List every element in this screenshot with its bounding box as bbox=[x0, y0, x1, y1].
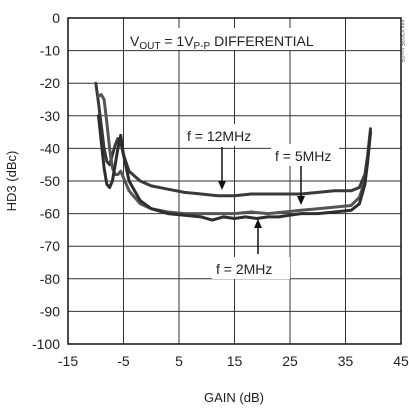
y-tick-label-8: -80 bbox=[40, 271, 60, 287]
condition-mid: = 1V bbox=[160, 33, 194, 49]
arrow-2mhz-icon bbox=[254, 219, 262, 228]
series-line-3 bbox=[97, 114, 372, 222]
y-tick-label-5: -50 bbox=[40, 173, 60, 189]
label-5mhz-group: f = 5MHz bbox=[271, 144, 339, 205]
x-tick-label-2: 5 bbox=[175, 353, 183, 369]
condition-sub-out: OUT bbox=[139, 41, 160, 52]
y-tick-label-6: -60 bbox=[40, 206, 60, 222]
label-12mhz: f = 12MHz bbox=[187, 128, 251, 144]
y-tick-label-9: -90 bbox=[40, 303, 60, 319]
label-2mhz-group: f = 2MHz bbox=[212, 219, 290, 279]
y-tick-label-7: -70 bbox=[40, 238, 60, 254]
series-line-1 bbox=[94, 81, 372, 198]
label-2mhz: f = 2MHz bbox=[216, 261, 272, 277]
grid bbox=[67, 17, 402, 345]
y-tick-label-10: -100 bbox=[32, 336, 60, 352]
y-axis-label-group: HD3 (dBc) bbox=[4, 151, 19, 212]
x-axis-label: GAIN (dB) bbox=[204, 390, 264, 405]
x-tick-label-1: -5 bbox=[117, 353, 130, 369]
series-lines bbox=[94, 81, 372, 222]
y-tick-label-3: -30 bbox=[40, 108, 60, 124]
tick-labels: -15 -5 5 15 25 35 45 0 -10 -20 -30 -40 -50 -60 -70 -80 -… bbox=[32, 10, 409, 369]
label-12mhz-group: f = 12MHz bbox=[184, 124, 262, 190]
x-tick-label-4: 25 bbox=[282, 353, 298, 369]
y-tick-label-2: -20 bbox=[40, 75, 60, 91]
label-5mhz: f = 5MHz bbox=[275, 148, 331, 164]
svg-text:VOUT = 1VP-P DIFFERENTIAL: VOUT = 1VP-P DIFFERENTIAL bbox=[130, 33, 314, 52]
condition-tail: DIFFERENTIAL bbox=[210, 33, 314, 49]
condition-v: V bbox=[130, 33, 140, 49]
x-tick-label-0: -15 bbox=[58, 353, 78, 369]
y-axis-label: HD3 (dBc) bbox=[4, 151, 19, 212]
condition-annotation: VOUT = 1VP-P DIFFERENTIAL bbox=[124, 28, 324, 52]
y-tick-label-4: -40 bbox=[40, 140, 60, 156]
plot-frame bbox=[67, 17, 402, 345]
y-tick-label-1: -10 bbox=[40, 43, 60, 59]
x-tick-label-5: 35 bbox=[338, 353, 354, 369]
condition-sub-pp: P-P bbox=[194, 41, 211, 52]
axes bbox=[67, 17, 402, 345]
arrow-5mhz-icon bbox=[297, 196, 305, 205]
watermark: MAX2035 toc05 bbox=[398, 20, 404, 63]
x-tick-label-3: 15 bbox=[227, 353, 243, 369]
x-tick-label-6: 45 bbox=[393, 353, 409, 369]
y-tick-label-0: 0 bbox=[52, 10, 60, 26]
series-line-2 bbox=[97, 93, 372, 216]
arrow-12mhz-icon bbox=[218, 181, 226, 190]
